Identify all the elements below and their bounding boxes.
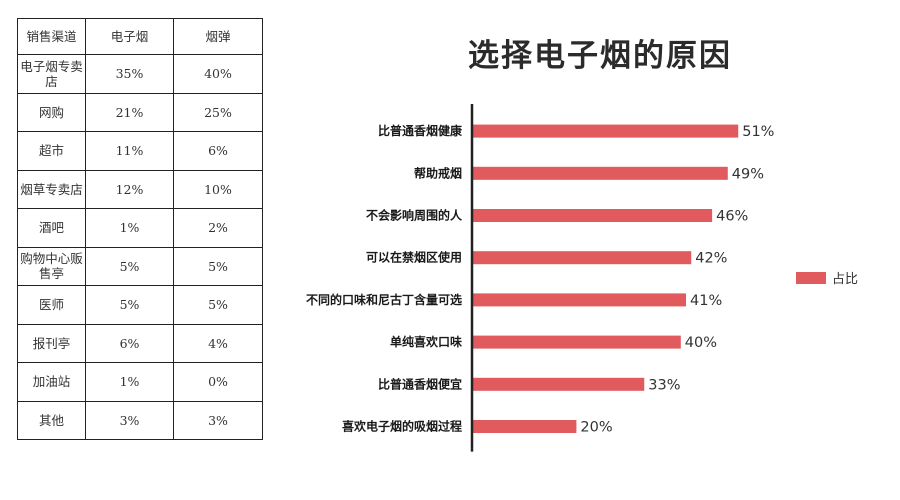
cell-ecig: 1%	[85, 362, 174, 402]
bar	[472, 124, 739, 138]
bar	[472, 377, 645, 391]
bar	[472, 335, 681, 349]
value-label: 49%	[732, 166, 764, 182]
cell-ecig: 3%	[85, 400, 174, 440]
value-label: 33%	[648, 377, 680, 393]
cell-pod: 3%	[173, 400, 263, 440]
value-label: 46%	[716, 209, 748, 225]
legend-label: 占比	[832, 272, 859, 287]
cell-pod: 5%	[173, 285, 263, 325]
cell-ecig: 12%	[85, 169, 174, 209]
cell-channel: 其他	[17, 400, 86, 440]
table-row: 酒吧 1% 2%	[17, 208, 263, 248]
legend: 占比	[796, 268, 858, 287]
cell-channel: 加油站	[17, 362, 86, 402]
cell-channel: 医师	[17, 285, 86, 325]
value-label: 20%	[580, 420, 612, 436]
cell-pod: 0%	[173, 362, 263, 402]
bar	[472, 251, 692, 265]
table-header-row: 销售渠道 电子烟 烟弹	[17, 18, 263, 55]
cell-ecig: 5%	[85, 285, 174, 325]
value-label: 42%	[695, 251, 727, 267]
header-channel: 销售渠道	[17, 18, 86, 55]
cell-pod: 4%	[173, 323, 263, 363]
legend-swatch	[796, 271, 826, 284]
table-row: 其他 3% 3%	[17, 400, 263, 440]
cell-channel: 网购	[17, 92, 86, 132]
cell-ecig: 6%	[85, 323, 174, 363]
category-label: 帮助戒烟	[414, 165, 462, 180]
cell-ecig: 5%	[85, 246, 174, 286]
table-row: 加油站 1% 0%	[17, 362, 263, 402]
table-row: 电子烟专卖店 35% 40%	[17, 54, 263, 94]
category-label: 可以在禁烟区使用	[366, 250, 462, 265]
cell-channel: 超市	[17, 131, 86, 171]
bar	[472, 293, 687, 307]
table-row: 报刊亭 6% 4%	[17, 323, 263, 363]
category-label: 不同的口味和尼古丁含量可选	[306, 292, 462, 307]
sales-channel-table: 销售渠道 电子烟 烟弹 电子烟专卖店 35% 40% 网购 21% 25% 超市 11% 6% 烟…	[17, 18, 263, 440]
category-label: 喜欢电子烟的吸烟过程	[342, 419, 462, 434]
cell-ecig: 35%	[85, 54, 174, 94]
cell-pod: 10%	[173, 169, 263, 209]
cell-ecig: 1%	[85, 208, 174, 248]
bar	[472, 166, 728, 180]
cell-ecig: 11%	[85, 131, 174, 171]
value-label: 51%	[742, 124, 774, 140]
cell-channel: 电子烟专卖店	[17, 54, 86, 94]
category-label: 单纯喜欢口味	[390, 334, 462, 349]
table-row: 超市 11% 6%	[17, 131, 263, 171]
category-label: 比普通香烟健康	[378, 123, 463, 138]
header-pod: 烟弹	[173, 18, 263, 55]
category-label: 不会影响周围的人	[366, 208, 463, 223]
cell-channel: 购物中心贩售亭	[17, 246, 86, 286]
cell-pod: 25%	[173, 92, 263, 132]
cell-channel: 烟草专卖店	[17, 169, 86, 209]
header-ecig: 电子烟	[85, 18, 174, 55]
cell-ecig: 21%	[85, 92, 174, 132]
table-row: 医师 5% 5%	[17, 285, 263, 325]
reason-bar-chart: 比普通香烟健康 51% 帮助戒烟 49% 不会影响周围的人 46% 可以在禁烟区使用 42% 不…	[306, 104, 774, 452]
cell-channel: 报刊亭	[17, 323, 86, 363]
chart-title: 选择电子烟的原因	[468, 38, 732, 74]
category-label: 比普通香烟便宜	[378, 376, 462, 391]
table-row: 烟草专卖店 12% 10%	[17, 169, 263, 209]
cell-pod: 5%	[173, 246, 263, 286]
bar	[472, 209, 713, 222]
table-row: 购物中心贩售亭 5% 5%	[17, 246, 263, 286]
table-row: 网购 21% 25%	[17, 92, 263, 132]
cell-pod: 40%	[173, 54, 263, 94]
bar	[472, 420, 577, 433]
cell-channel: 酒吧	[17, 208, 86, 248]
cell-pod: 6%	[173, 131, 263, 171]
cell-pod: 2%	[173, 208, 263, 248]
value-label: 40%	[685, 335, 717, 351]
value-label: 41%	[690, 293, 722, 309]
